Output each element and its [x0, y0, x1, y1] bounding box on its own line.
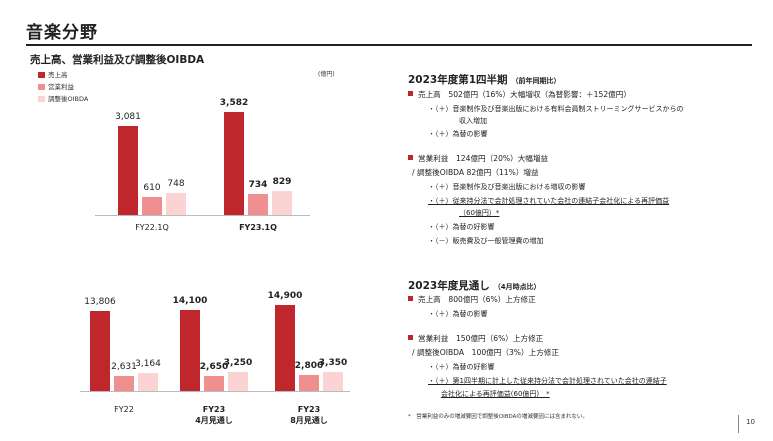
category-label: FY23 4月見通し	[195, 405, 233, 425]
q1-sales-line: 売上高 502億円（16%）大幅増収（為替影響：＋152億円）	[408, 89, 631, 100]
category-label: FY22.1Q	[135, 223, 169, 232]
bar-oibda	[166, 193, 186, 215]
legend-swatch-operating-income	[38, 84, 45, 90]
fy-op-sub2a: ・（＋）第1四半期に計上した従来持分法で会計処理されていた会社の連結子	[428, 377, 667, 385]
bar-value-label: 3,250	[223, 358, 253, 368]
fy-op-line: 営業利益 150億円（6%）上方修正	[408, 333, 543, 344]
bar-value-label: 734	[248, 180, 268, 190]
bar-operating-income	[142, 197, 162, 215]
q1-sales-text: 売上高 502億円（16%）大幅増収（為替影響：＋152億円）	[418, 90, 631, 99]
chart-baseline	[80, 391, 350, 392]
category-label: FY22	[114, 405, 134, 414]
q1-heading-text: 2023年度第1四半期	[408, 74, 508, 86]
fy-heading: 2023年度見通し （4月時点比）	[408, 278, 541, 293]
category-label: FY23.1Q	[239, 223, 277, 232]
chart-baseline	[95, 215, 310, 216]
bar-sales	[90, 311, 110, 391]
bar-sales	[180, 310, 200, 391]
legend-label: 営業利益	[48, 83, 74, 91]
legend-swatch-oibda	[38, 96, 45, 102]
bar-sales	[118, 126, 138, 215]
legend-item-oibda: 調整後OIBDA	[38, 93, 88, 103]
bullet-icon	[408, 91, 413, 96]
fy-op-line2: / 調整後OIBDA 100億円（3%）上方修正	[412, 348, 559, 357]
title-divider	[26, 44, 752, 46]
bar-sales	[275, 305, 295, 391]
bar-oibda	[138, 373, 158, 391]
bullet-icon	[408, 335, 413, 340]
q1-op-sub2b: （60億円）*	[459, 209, 500, 217]
fy-op-sub1: ・（＋）為替の好影響	[428, 363, 495, 371]
bar-value-label: 3,582	[219, 98, 249, 108]
unit-label: (億円)	[318, 71, 335, 78]
fy-op-sub2b: 会社化による再評価益(60億円) *	[441, 390, 550, 398]
q1-heading: 2023年度第1四半期 （前年同期比）	[408, 72, 561, 87]
bar-value-label: 610	[143, 183, 161, 193]
bar-value-label: 748	[167, 179, 185, 189]
page-number-divider	[738, 415, 739, 433]
q1-heading-note: （前年同期比）	[511, 77, 561, 85]
q1-sales-sub2: ・（＋）為替の影響	[428, 130, 488, 138]
legend-item-sales: 売上高	[38, 69, 68, 79]
q1-op-sub2a: ・（＋）従来持分法で会計処理されていた会社の連結子会社化による再評価益	[428, 197, 670, 205]
q1-op-sub4: ・（－）販売費及び一般管理費の増加	[428, 237, 544, 245]
page-title: 音楽分野	[26, 23, 98, 43]
bar-value-label: 2,650	[199, 362, 229, 372]
bullet-icon	[408, 155, 413, 160]
q1-op-line: 営業利益 124億円（20%）大幅増益	[408, 153, 548, 164]
bar-oibda	[323, 372, 343, 391]
fy-heading-note: （4月時点比）	[493, 283, 541, 291]
bar-operating-income	[114, 376, 134, 391]
bar-value-label: 829	[272, 177, 292, 187]
category-label: FY23 8月見通し	[290, 405, 328, 425]
bar-value-label: 3,081	[115, 112, 141, 122]
q1-op-sub3: ・（＋）為替の好影響	[428, 223, 495, 231]
bar-operating-income	[248, 194, 268, 215]
bar-value-label: 2,800	[294, 361, 324, 371]
footnote: * 営業利益のみの増減要因で調整後OIBDAの増減要因には含まれない。	[408, 414, 588, 420]
bar-oibda	[228, 372, 248, 391]
q1-sales-sub1b: 収入増加	[459, 117, 487, 125]
q1-sales-sub1a: ・（＋）音楽制作及び音楽出版における有料会員制ストリーミングサービスからの	[428, 105, 684, 113]
legend-label: 調整後OIBDA	[48, 95, 89, 103]
page-number: 10	[746, 418, 755, 426]
bar-value-label: 3,350	[318, 358, 348, 368]
q1-op-line2: / 調整後OIBDA 82億円（11%）増益	[412, 168, 539, 177]
bullet-icon	[408, 296, 413, 301]
legend-item-operating-income: 営業利益	[38, 81, 74, 91]
bar-operating-income	[204, 376, 224, 391]
q1-op-sub1: ・（＋）音楽制作及び音楽出版における増収の影響	[428, 183, 586, 191]
bar-operating-income	[299, 375, 319, 391]
bar-value-label: 3,164	[135, 359, 161, 369]
fy-heading-text: 2023年度見通し	[408, 280, 490, 292]
legend-swatch-sales	[38, 72, 45, 78]
fy-sales-line: 売上高 800億円（6%）上方修正	[408, 294, 536, 305]
chart-title: 売上高、営業利益及び調整後OIBDA	[30, 54, 205, 66]
fy-sales-text: 売上高 800億円（6%）上方修正	[418, 295, 536, 304]
bar-value-label: 14,100	[172, 296, 208, 306]
fy-sales-sub1: ・（＋）為替の影響	[428, 310, 488, 318]
q1-op-text: 営業利益 124億円（20%）大幅増益	[418, 154, 549, 163]
bar-value-label: 14,900	[267, 291, 303, 301]
bar-sales	[224, 112, 244, 215]
bar-value-label: 2,631	[111, 362, 137, 372]
legend-label: 売上高	[48, 71, 68, 79]
fy-op-text: 営業利益 150億円（6%）上方修正	[418, 334, 544, 343]
bar-oibda	[272, 191, 292, 215]
bar-value-label: 13,806	[84, 297, 116, 307]
